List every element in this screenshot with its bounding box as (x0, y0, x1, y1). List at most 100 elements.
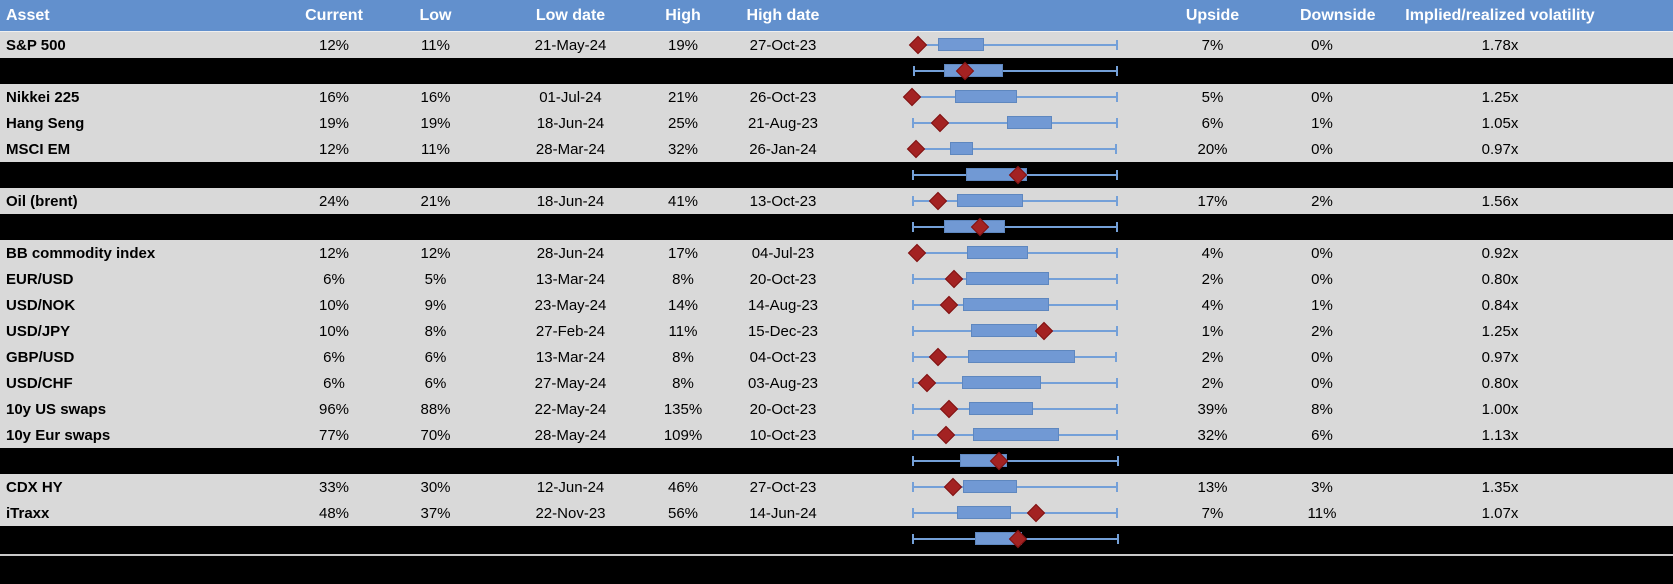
col-header-current: Current (305, 6, 363, 24)
range-boxplot (848, 84, 1125, 110)
high-vol-value: 109% (663, 426, 703, 444)
low-date-value: 27-May-24 (534, 374, 607, 392)
current-vol-value: 12% (318, 36, 350, 54)
implied-realized-value: 0.84x (1481, 296, 1519, 314)
whisker-cap-right-icon (1115, 300, 1118, 310)
table-row: Hang Seng 19% 19% 18-Jun-24 25% 21-Aug-23 6% 1%… (0, 110, 1673, 136)
low-date-value: 28-Jun-24 (536, 244, 605, 262)
high-date-value: 26-Oct-23 (749, 88, 817, 106)
current-diamond-icon (1026, 503, 1046, 523)
low-vol-value: 11% (421, 140, 450, 158)
table-row: GBP/USD 6% 6% 13-Mar-24 8% 04-Oct-23 2% 0% 0.97x (0, 344, 1673, 370)
table-row: USD/JPY 10% 8% 27-Feb-24 11% 15-Dec-23 1% 2% 1.2… (0, 318, 1673, 344)
whisker-cap-left-icon (912, 534, 915, 544)
separator-row (0, 214, 1673, 240)
range-boxplot (848, 266, 1125, 292)
col-header-low-date: Low date (535, 6, 606, 24)
upside-value: 2% (1201, 270, 1224, 288)
implied-realized-value: 1.25x (1481, 88, 1519, 106)
implied-realized-value: 1.35x (1481, 478, 1519, 496)
upside-value: 2% (1201, 374, 1224, 392)
current-vol-value: 77% (318, 426, 350, 444)
high-date-value: 13-Oct-23 (749, 192, 817, 210)
downside-value: 1% (1311, 296, 1333, 314)
col-header-implied-realized: Implied/realized volatility (1405, 6, 1595, 24)
whisker-line (915, 148, 1117, 150)
asset-name: BB commodity index (6, 244, 156, 262)
current-diamond-icon (930, 113, 950, 133)
current-vol-value: 12% (318, 140, 350, 158)
table-row: USD/NOK 10% 9% 23-May-24 14% 14-Aug-23 4% 1% 0.8… (0, 292, 1673, 318)
implied-realized-value: 0.92x (1481, 244, 1519, 262)
high-vol-value: 25% (667, 114, 699, 132)
downside-value: 2% (1311, 192, 1333, 210)
asset-name: Nikkei 225 (6, 88, 80, 106)
range-boxplot (848, 188, 1125, 214)
whisker-line (918, 44, 1117, 46)
upside-value: 7% (1201, 36, 1224, 54)
high-date-value: 14-Aug-23 (747, 296, 819, 314)
low-date-value: 28-May-24 (534, 426, 607, 444)
asset-name: USD/NOK (6, 296, 76, 314)
table-row: EUR/USD 6% 5% 13-Mar-24 8% 20-Oct-23 2% 0% 0.80x (0, 266, 1673, 292)
low-date-value: 01-Jul-24 (539, 88, 602, 106)
table-row: 10y US swaps 96% 88% 22-May-24 135% 20-Oct-23… (0, 396, 1673, 422)
downside-value: 1% (1311, 114, 1333, 132)
whisker-cap-right-icon (1115, 482, 1118, 492)
asset-name: MSCI EM (6, 140, 71, 158)
range-boxplot (848, 344, 1125, 370)
iqr-box (949, 142, 973, 155)
table-body: S&P 500 12% 11% 21-May-24 19% 27-Oct-23 7% 0% 1.… (0, 32, 1673, 552)
current-diamond-icon (907, 243, 927, 263)
bottom-filler (0, 556, 1673, 584)
upside-value: 17% (1197, 192, 1228, 210)
implied-realized-value: 1.78x (1481, 36, 1519, 54)
whisker-cap-right-icon (1115, 144, 1118, 154)
whisker-cap-left-icon (912, 378, 915, 388)
asset-name: S&P 500 (6, 36, 66, 54)
upside-value: 7% (1201, 504, 1224, 522)
low-vol-value: 19% (420, 114, 451, 132)
low-vol-value: 9% (424, 296, 447, 314)
col-header-high: High (665, 6, 701, 24)
implied-realized-value: 1.25x (1481, 322, 1519, 340)
whisker-cap-left-icon (912, 404, 915, 414)
low-date-value: 27-Feb-24 (535, 322, 606, 340)
downside-value: 2% (1311, 322, 1333, 340)
table-row: 10y Eur swaps 77% 70% 28-May-24 109% 10-Oct-2… (0, 422, 1673, 448)
high-vol-value: 8% (672, 348, 694, 366)
asset-name: EUR/USD (6, 270, 74, 288)
iqr-box (962, 298, 1050, 311)
table-row: Oil (brent) 24% 21% 18-Jun-24 41% 13-Oct-23 17… (0, 188, 1673, 214)
col-header-upside: Upside (1185, 6, 1240, 24)
low-date-value: 22-May-24 (534, 400, 607, 418)
low-vol-value: 6% (424, 374, 447, 392)
current-diamond-icon (939, 399, 959, 419)
low-date-value: 21-May-24 (534, 36, 607, 54)
current-vol-value: 24% (318, 192, 350, 210)
high-vol-value: 56% (667, 504, 699, 522)
table-row: CDX HY 33% 30% 12-Jun-24 46% 27-Oct-23 13% 3% 1.… (0, 474, 1673, 500)
downside-value: 8% (1311, 400, 1333, 418)
low-date-value: 28-Mar-24 (535, 140, 606, 158)
whisker-line (913, 512, 1117, 514)
upside-value: 4% (1201, 296, 1224, 314)
downside-value: 11% (1307, 504, 1337, 522)
whisker-cap-left-icon (912, 482, 915, 492)
whisker-cap-right-icon (1115, 222, 1118, 232)
upside-value: 4% (1201, 244, 1224, 262)
current-vol-value: 96% (318, 400, 350, 418)
col-header-low: Low (419, 6, 452, 24)
implied-realized-value: 1.13x (1481, 426, 1519, 444)
asset-name: USD/CHF (6, 374, 73, 392)
range-boxplot (848, 162, 1125, 188)
whisker-cap-left-icon (912, 456, 915, 466)
high-vol-value: 11% (668, 322, 698, 340)
low-date-value: 13-Mar-24 (535, 270, 606, 288)
asset-name: iTraxx (6, 504, 50, 522)
implied-realized-value: 1.07x (1481, 504, 1519, 522)
current-vol-value: 6% (323, 374, 345, 392)
whisker-cap-right-icon (1115, 378, 1118, 388)
range-boxplot (848, 448, 1125, 474)
high-date-value: 20-Oct-23 (749, 400, 817, 418)
